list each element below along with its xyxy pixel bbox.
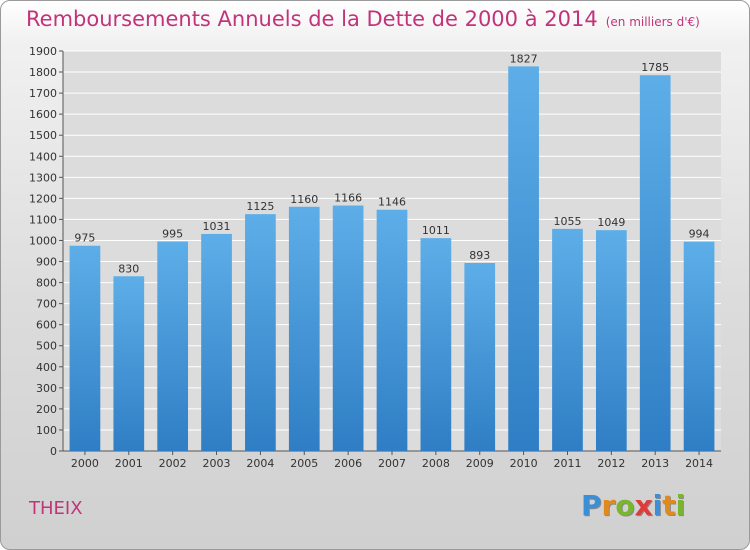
bar-value-label: 975 [74,232,95,245]
x-tick-label: 2006 [334,457,362,470]
bar [464,263,496,451]
y-tick-label: 1500 [29,129,57,142]
bar [201,233,232,451]
bar [113,276,145,451]
bar-value-label: 893 [469,249,490,262]
bar-value-label: 1785 [641,61,669,74]
bar [595,230,627,451]
unit-note: (en milliers d'€) [605,15,700,29]
x-tick-label: 2012 [597,457,625,470]
bar-value-label: 1166 [334,192,362,205]
y-tick-label: 1400 [29,150,57,163]
bar [69,245,101,451]
y-tick-label: 1200 [29,192,57,205]
y-tick-label: 500 [36,340,57,353]
y-tick-label: 1700 [29,87,57,100]
bar-value-label: 830 [118,262,139,275]
x-tick-label: 2014 [685,457,713,470]
x-tick-label: 2000 [71,457,99,470]
bar-value-label: 1055 [553,215,581,228]
logo-letter: r [601,489,616,522]
chart-title-text: Remboursements Annuels de la Dette de 20… [26,7,598,31]
logo-letter: P [581,489,602,522]
y-tick-label: 1300 [29,171,57,184]
y-tick-label: 1900 [29,45,57,58]
logo-letter: i [675,489,686,522]
x-tick-label: 2008 [422,457,450,470]
x-tick-label: 2003 [203,457,231,470]
bar [420,238,452,451]
y-tick-label: 0 [50,445,57,458]
x-tick-label: 2013 [641,457,669,470]
y-tick-label: 400 [36,361,57,374]
bar [288,206,320,451]
logo-letter: t [662,489,676,522]
y-tick-label: 200 [36,403,57,416]
x-tick-label: 2001 [115,457,143,470]
y-tick-label: 900 [36,256,57,269]
x-tick-label: 2007 [378,457,406,470]
commune-name: THEIX [29,498,83,519]
logo-letter: o [615,489,635,522]
bar-value-label: 1049 [597,216,625,229]
x-tick-label: 2005 [290,457,318,470]
x-tick-label: 2011 [553,457,581,470]
bar-value-label: 1011 [422,224,450,237]
bar-value-label: 1146 [378,196,406,209]
x-tick-label: 2009 [466,457,494,470]
y-tick-label: 700 [36,298,57,311]
bar-value-label: 1031 [203,220,231,233]
bar [552,228,583,451]
x-tick-label: 2002 [159,457,187,470]
bar [376,209,408,451]
bar-value-label: 1160 [290,193,318,206]
bar [332,205,364,451]
y-tick-label: 1000 [29,234,57,247]
proxiti-logo: Proxiti [581,489,691,525]
x-tick-label: 2010 [510,457,538,470]
bar [508,66,539,452]
bar-value-label: 1827 [510,52,538,65]
y-tick-label: 300 [36,382,57,395]
bar [683,241,715,451]
y-tick-label: 1100 [29,213,57,226]
chart-title: Remboursements Annuels de la Dette de 20… [26,7,700,31]
bar-value-label: 1125 [246,200,274,213]
bar [245,214,276,451]
bar [157,241,189,451]
bar [639,75,671,452]
y-tick-label: 800 [36,277,57,290]
bar-value-label: 994 [689,228,710,241]
y-tick-label: 600 [36,319,57,332]
logo-letter: x [634,489,653,522]
y-tick-label: 100 [36,424,57,437]
y-tick-label: 1800 [29,66,57,79]
x-tick-label: 2004 [246,457,274,470]
bar-value-label: 995 [162,228,183,241]
logo-letter: i [652,489,663,522]
y-tick-label: 1600 [29,108,57,121]
